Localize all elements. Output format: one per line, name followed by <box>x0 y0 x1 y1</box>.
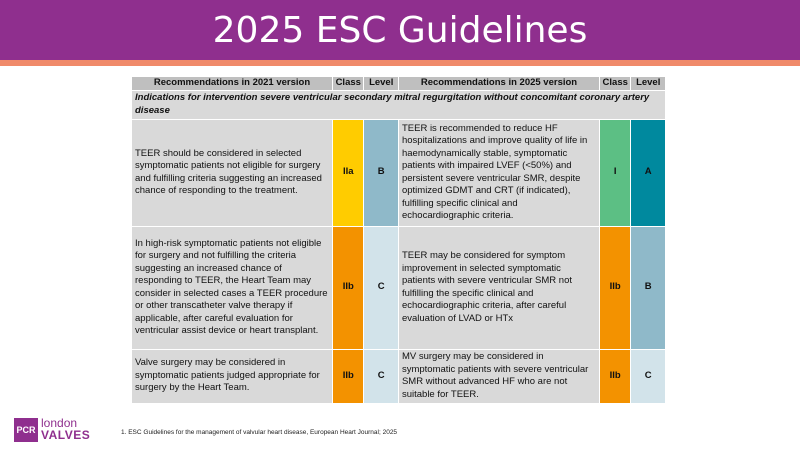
logo-text-valves: VALVES <box>41 428 91 442</box>
table-row: In high-risk symptomatic patients not el… <box>132 226 665 349</box>
level-2021-badge: C <box>364 226 398 349</box>
class-2025-badge: I <box>599 119 631 226</box>
table-header-row: Recommendations in 2021 version Class Le… <box>132 77 665 90</box>
level-2025-badge: A <box>631 119 665 226</box>
level-2025-badge: C <box>631 349 665 403</box>
header-level-2025: Level <box>631 77 665 90</box>
rec-2025-cell: MV surgery may be considered in symptoma… <box>398 349 599 403</box>
slide-title: 2025 ESC Guidelines <box>212 10 588 51</box>
header-rec-2021: Recommendations in 2021 version <box>132 77 333 90</box>
rec-2021-cell: TEER should be considered in selected sy… <box>132 119 333 226</box>
header-class-2021: Class <box>333 77 364 90</box>
header-rec-2025: Recommendations in 2025 version <box>398 77 599 90</box>
rec-2025-cell: TEER is recommended to reduce HF hospita… <box>398 119 599 226</box>
pcr-logo-mark: PCR <box>14 418 38 442</box>
rec-2025-cell: TEER may be considered for symptom impro… <box>398 226 599 349</box>
header-class-2025: Class <box>599 77 631 90</box>
level-2021-badge: C <box>364 349 398 403</box>
recommendations-table: Recommendations in 2021 version Class Le… <box>131 76 666 404</box>
logo-text-london: london <box>41 416 78 430</box>
table-row: Valve surgery may be considered in sympt… <box>132 349 665 403</box>
level-2025-badge: B <box>631 226 665 349</box>
class-2021-badge: IIa <box>333 119 364 226</box>
title-accent-stripe <box>0 60 800 66</box>
class-2025-badge: IIb <box>599 349 631 403</box>
section-title-row: Indications for intervention severe vent… <box>132 90 665 119</box>
reference-footnote: 1. ESC Guidelines for the management of … <box>121 429 398 436</box>
class-2025-badge: IIb <box>599 226 631 349</box>
level-2021-badge: B <box>364 119 398 226</box>
rec-2021-cell: In high-risk symptomatic patients not el… <box>132 226 333 349</box>
title-banner <box>0 0 800 60</box>
section-title: Indications for intervention severe vent… <box>132 90 665 119</box>
class-2021-badge: IIb <box>333 349 364 403</box>
rec-2021-cell: Valve surgery may be considered in sympt… <box>132 349 333 403</box>
header-level-2021: Level <box>364 77 398 90</box>
table-row: TEER should be considered in selected sy… <box>132 119 665 226</box>
class-2021-badge: IIb <box>333 226 364 349</box>
